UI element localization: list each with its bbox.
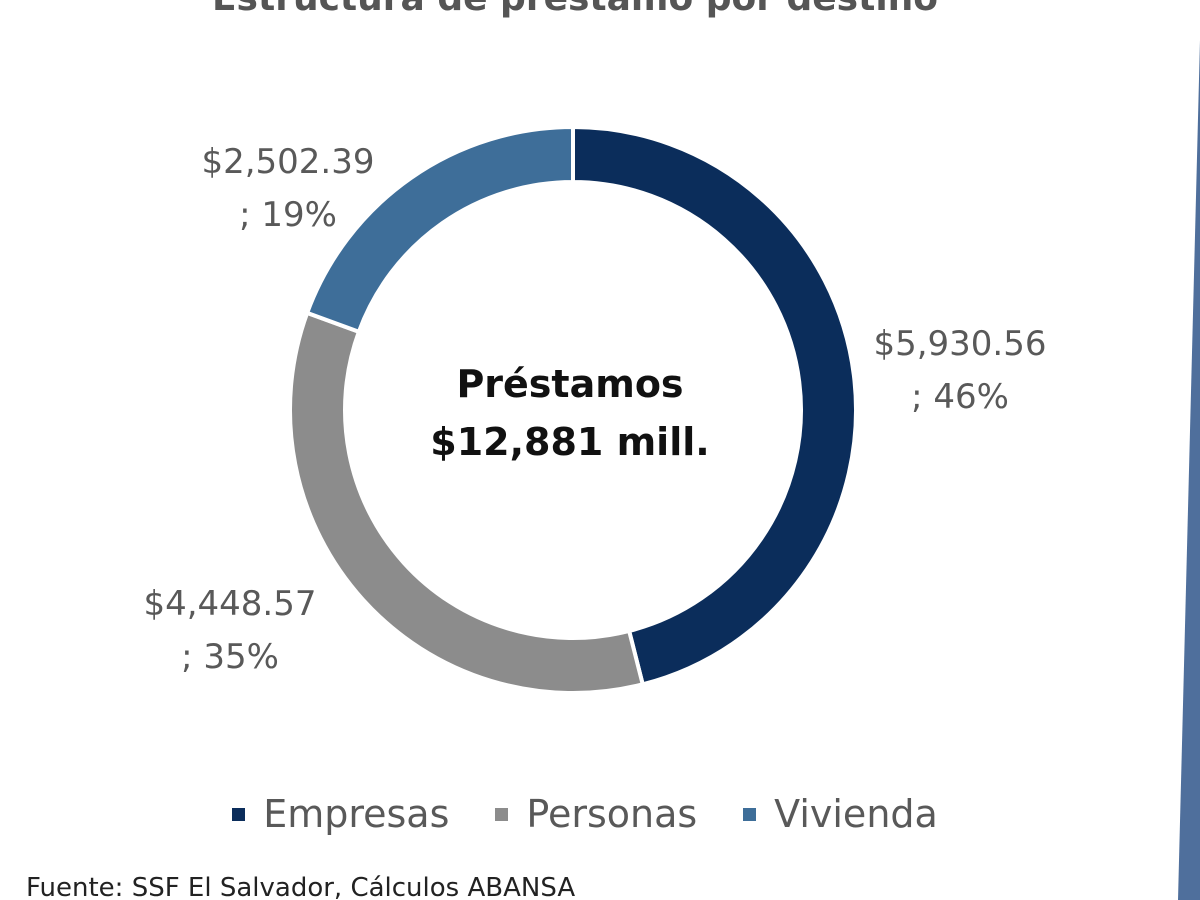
legend-label-personas: Personas	[526, 792, 698, 836]
legend-label-vivienda: Vivienda	[774, 792, 938, 836]
legend-swatch-empresas	[232, 807, 246, 821]
donut-slices	[288, 124, 858, 695]
legend-item-personas: Personas	[495, 792, 697, 836]
donut-slice-vivienda	[304, 124, 575, 335]
data-label-personas-value: $4,448.57	[143, 584, 316, 624]
legend-swatch-vivienda	[743, 807, 757, 821]
chart-title: Estructura de préstamo por destino	[0, 0, 1150, 19]
legend-item-vivienda: Vivienda	[743, 792, 938, 836]
center-label-title: Préstamos	[456, 362, 683, 406]
data-label-personas-percent: ; 35%	[181, 637, 279, 677]
legend-item-empresas: Empresas	[232, 792, 449, 836]
source-note: Fuente: SSF El Salvador, Cálculos ABANSA	[26, 873, 576, 900]
data-label-empresas-value: $5,930.56	[873, 324, 1046, 364]
center-label-total: $12,881 mill.	[430, 420, 709, 464]
legend-label-empresas: Empresas	[263, 792, 450, 836]
legend-swatch-personas	[495, 807, 509, 821]
data-label-vivienda-percent: ; 19%	[239, 195, 337, 235]
donut-slice-empresas	[571, 124, 858, 687]
data-label-vivienda-value: $2,502.39	[201, 142, 374, 182]
side-decoration	[1178, 40, 1200, 900]
chart-legend: Empresas Personas Vivienda	[0, 792, 1170, 836]
data-label-empresas-percent: ; 46%	[911, 377, 1009, 417]
side-decoration-shape	[1178, 40, 1200, 900]
